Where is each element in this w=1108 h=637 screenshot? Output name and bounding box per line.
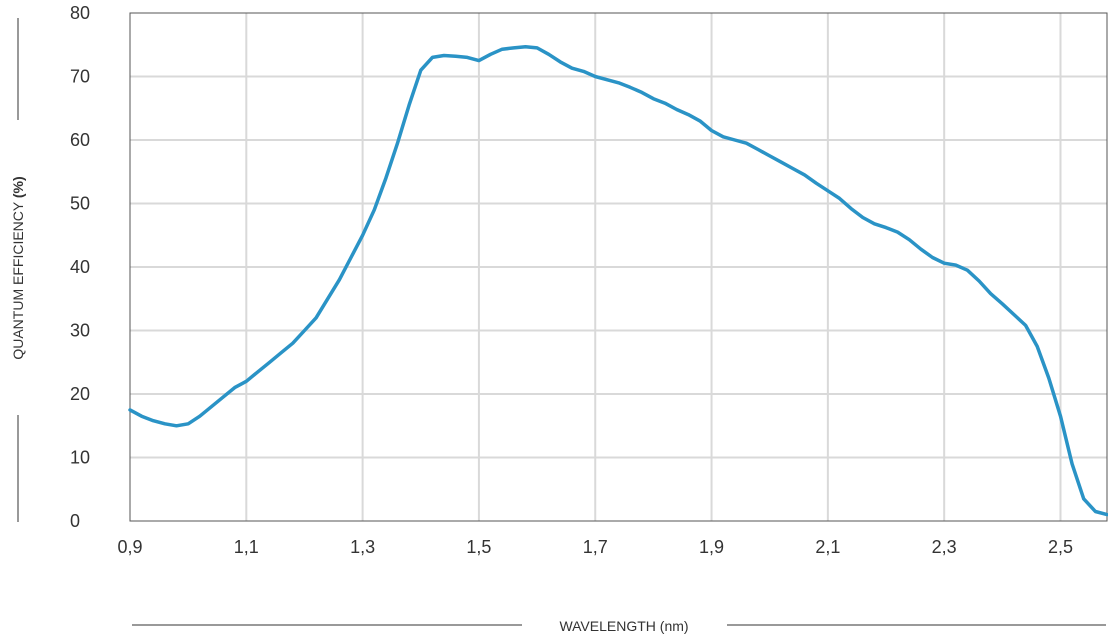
- x-axis-title: WAVELENGTH (nm): [559, 618, 688, 634]
- y-tick-label: 0: [70, 511, 80, 531]
- y-tick-label: 20: [70, 384, 90, 404]
- x-tick-label: 2,1: [815, 537, 840, 557]
- x-tick-label: 1,3: [350, 537, 375, 557]
- y-axis-title: QUANTUM EFFICIENCY (%): [10, 176, 26, 359]
- x-tick-label: 1,9: [699, 537, 724, 557]
- grid-lines: [130, 13, 1107, 521]
- x-tick-label: 1,1: [234, 537, 259, 557]
- y-tick-label: 80: [70, 3, 90, 23]
- y-tick-label: 60: [70, 130, 90, 150]
- y-tick-label: 50: [70, 194, 90, 214]
- y-tick-label: 30: [70, 321, 90, 341]
- y-tick-label: 10: [70, 448, 90, 468]
- x-tick-label: 2,3: [932, 537, 957, 557]
- x-tick-label: 1,5: [466, 537, 491, 557]
- y-axis-title-main: QUANTUM EFFICIENCY: [10, 198, 26, 360]
- x-tick-label: 0,9: [117, 537, 142, 557]
- y-tick-label: 40: [70, 257, 90, 277]
- series-line-quantum-efficiency: [128, 44, 1108, 517]
- x-tick-label: 1,7: [583, 537, 608, 557]
- plot-frame: [129, 12, 1108, 522]
- y-tick-labels: 0 10 20 30 40 50 60 70 80: [70, 3, 90, 531]
- x-tick-labels: 0,9 1,1 1,3 1,5 1,7 1,9 2,1 2,3 2,5: [117, 537, 1073, 557]
- y-axis-title-unit: (%): [10, 176, 26, 198]
- y-tick-label: 70: [70, 67, 90, 87]
- x-tick-label: 2,5: [1048, 537, 1073, 557]
